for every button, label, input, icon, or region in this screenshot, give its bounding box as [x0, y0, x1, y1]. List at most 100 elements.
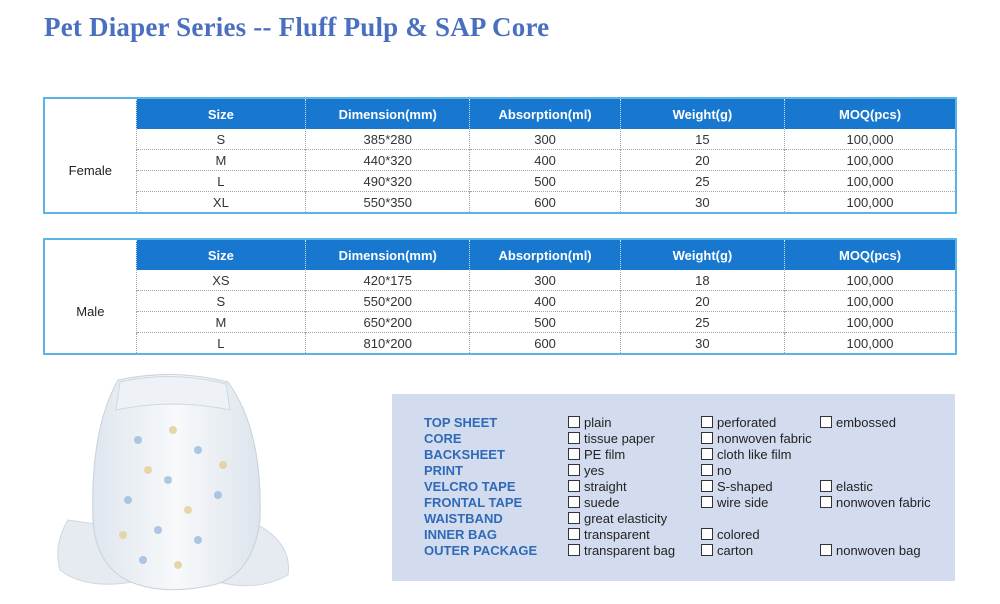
option-cloth-like-film[interactable]: cloth like film [701, 447, 791, 463]
cell-moq: 100,000 [784, 129, 956, 150]
checkbox-icon[interactable] [701, 496, 713, 508]
cell-absorption: 500 [469, 311, 621, 333]
checkbox-icon[interactable] [701, 416, 713, 428]
table-row: Female S 385*280 300 15 100,000 [44, 129, 956, 178]
cell-dimension: 550*350 [305, 191, 470, 213]
cell-moq: 100,000 [784, 149, 956, 171]
checkbox-icon[interactable] [568, 448, 580, 460]
checkbox-icon[interactable] [701, 528, 713, 540]
option-no[interactable]: no [701, 463, 731, 479]
header-dimension: Dimension(mm) [305, 239, 470, 270]
option-nonwoven-fabric[interactable]: nonwoven fabric [701, 431, 812, 447]
checkbox-icon[interactable] [820, 480, 832, 492]
material-label: VELCRO TAPE [424, 479, 516, 494]
option-perforated[interactable]: perforated [701, 415, 776, 431]
option-wire-side[interactable]: wire side [701, 495, 768, 511]
table-row: S 550*200 400 20 100,000 [44, 290, 956, 312]
cell-dimension: 550*200 [305, 290, 470, 312]
material-label: PRINT [424, 463, 463, 478]
option-transparent-bag[interactable]: transparent bag [568, 543, 675, 559]
checkbox-icon[interactable] [820, 416, 832, 428]
option-tissue-paper[interactable]: tissue paper [568, 431, 655, 447]
cell-dimension: 385*280 [305, 129, 470, 150]
checkbox-icon[interactable] [568, 512, 580, 524]
cell-size: L [135, 170, 306, 192]
material-label: WAISTBAND [424, 511, 503, 526]
material-label: TOP SHEET [424, 415, 498, 430]
cell-size: M [135, 149, 306, 171]
checkbox-icon[interactable] [568, 528, 580, 540]
option-embossed[interactable]: embossed [820, 415, 896, 431]
cell-moq: 100,000 [784, 311, 956, 333]
header-moq: MOQ(pcs) [784, 98, 956, 129]
checkbox-icon[interactable] [568, 496, 580, 508]
header-size: Size [135, 98, 306, 129]
option-elastic[interactable]: elastic [820, 479, 873, 495]
option-nonwoven-fabric[interactable]: nonwoven fabric [820, 495, 931, 511]
checkbox-icon[interactable] [701, 432, 713, 444]
header-dimension: Dimension(mm) [305, 98, 470, 129]
product-image [48, 370, 300, 595]
option-transparent[interactable]: transparent [568, 527, 650, 543]
checkbox-icon[interactable] [820, 544, 832, 556]
header-absorption: Absorption(ml) [469, 239, 621, 270]
table-row: XL 550*350 600 30 100,000 [44, 191, 956, 213]
option-s-shaped[interactable]: S-shaped [701, 479, 773, 495]
table-row: L 810*200 600 30 100,000 [44, 332, 956, 354]
checkbox-icon[interactable] [820, 496, 832, 508]
option-suede[interactable]: suede [568, 495, 619, 511]
checkbox-icon[interactable] [701, 448, 713, 460]
table-row: M 650*200 500 25 100,000 [44, 311, 956, 333]
checkbox-icon[interactable] [701, 464, 713, 476]
option-yes[interactable]: yes [568, 463, 604, 479]
material-label: OUTER PACKAGE [424, 543, 538, 558]
checkbox-icon[interactable] [568, 432, 580, 444]
checkbox-icon[interactable] [568, 464, 580, 476]
cell-moq: 100,000 [784, 270, 956, 291]
header-absorption: Absorption(ml) [469, 98, 621, 129]
cell-weight: 20 [619, 149, 785, 171]
header-weight: Weight(g) [619, 239, 785, 270]
material-label: CORE [424, 431, 462, 446]
cell-size: XS [135, 270, 306, 291]
table-row: L 490*320 500 25 100,000 [44, 170, 956, 192]
cell-moq: 100,000 [784, 191, 956, 213]
cell-absorption: 600 [469, 191, 621, 213]
cell-dimension: 440*320 [305, 149, 470, 171]
checkbox-icon[interactable] [568, 544, 580, 556]
cell-weight: 30 [619, 332, 785, 354]
cell-dimension: 810*200 [305, 332, 470, 354]
cell-weight: 30 [619, 191, 785, 213]
cell-size: L [135, 332, 306, 354]
cell-size: M [135, 311, 306, 333]
header-weight: Weight(g) [619, 98, 785, 129]
cell-absorption: 400 [469, 149, 621, 171]
female-spec-table: Size Dimension(mm) Absorption(ml) Weight… [43, 97, 957, 214]
cell-dimension: 490*320 [305, 170, 470, 192]
cell-absorption: 400 [469, 290, 621, 312]
checkbox-icon[interactable] [568, 480, 580, 492]
checkbox-icon[interactable] [701, 480, 713, 492]
checkbox-icon[interactable] [701, 544, 713, 556]
cell-weight: 25 [619, 311, 785, 333]
cell-weight: 20 [619, 290, 785, 312]
option-pe-film[interactable]: PE film [568, 447, 625, 463]
cell-absorption: 600 [469, 332, 621, 354]
cell-size: S [135, 290, 306, 312]
option-straight[interactable]: straight [568, 479, 627, 495]
male-spec-table: Size Dimension(mm) Absorption(ml) Weight… [43, 238, 957, 355]
cell-absorption: 300 [469, 270, 621, 291]
option-colored[interactable]: colored [701, 527, 760, 543]
option-carton[interactable]: carton [701, 543, 753, 559]
cell-moq: 100,000 [784, 290, 956, 312]
option-nonwoven-bag[interactable]: nonwoven bag [820, 543, 921, 559]
checkbox-icon[interactable] [568, 416, 580, 428]
material-label: INNER BAG [424, 527, 497, 542]
cell-weight: 25 [619, 170, 785, 192]
header-size: Size [135, 239, 306, 270]
option-plain[interactable]: plain [568, 415, 611, 431]
cell-weight: 15 [619, 129, 785, 150]
option-great-elasticity[interactable]: great elasticity [568, 511, 667, 527]
page-title: Pet Diaper Series -- Fluff Pulp & SAP Co… [44, 12, 550, 42]
table-row: Male XS 420*175 300 18 100,000 [44, 270, 956, 319]
